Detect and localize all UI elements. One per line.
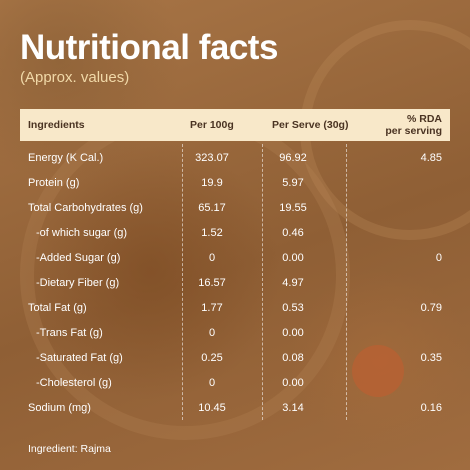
header-rda-line1: % RDA bbox=[406, 113, 442, 125]
nutrient-name: -Saturated Fat (g) bbox=[36, 352, 123, 364]
value-per-serve: 3.14 bbox=[282, 402, 304, 414]
value-per-100g: 65.17 bbox=[198, 202, 226, 214]
value-per-serve: 0.53 bbox=[282, 302, 304, 314]
value-per-serve: 5.97 bbox=[282, 177, 304, 189]
value-per-100g: 0 bbox=[208, 377, 216, 389]
table-row: Protein (g) 19.9 5.97 bbox=[0, 171, 470, 196]
table-row: Sodium (mg) 10.45 3.14 0.16 bbox=[0, 396, 470, 421]
page-title: Nutritional facts bbox=[20, 28, 278, 67]
value-per-100g: 0.25 bbox=[201, 352, 223, 364]
header-ingredients: Ingredients bbox=[28, 119, 85, 131]
header-rda: % RDA per serving bbox=[380, 113, 442, 137]
nutrient-name: Protein (g) bbox=[28, 177, 80, 189]
nutrient-name: Total Carbohydrates (g) bbox=[28, 202, 143, 214]
table-header bbox=[20, 109, 450, 141]
value-per-serve: 96.92 bbox=[279, 152, 307, 164]
value-per-100g: 323.07 bbox=[195, 152, 229, 164]
value-per-100g: 0 bbox=[208, 327, 216, 339]
header-per-serve: Per Serve (30g) bbox=[272, 119, 349, 131]
table-row: -Dietary Fiber (g) 16.57 4.97 bbox=[0, 271, 470, 296]
nutrient-name: Sodium (mg) bbox=[28, 402, 91, 414]
table-row: -Cholesterol (g) 0 0.00 bbox=[0, 371, 470, 396]
value-rda: 0 bbox=[435, 252, 442, 264]
header-rda-line2: per serving bbox=[385, 125, 442, 137]
value-rda: 0.35 bbox=[420, 352, 442, 364]
table-row: -Saturated Fat (g) 0.25 0.08 0.35 bbox=[0, 346, 470, 371]
table-row: -of which sugar (g) 1.52 0.46 bbox=[0, 221, 470, 246]
nutrient-name: -Dietary Fiber (g) bbox=[36, 277, 120, 289]
value-per-100g: 16.57 bbox=[198, 277, 226, 289]
column-divider-1 bbox=[182, 144, 183, 420]
nutrient-name: -Added Sugar (g) bbox=[36, 252, 121, 264]
value-per-100g: 1.77 bbox=[201, 302, 223, 314]
page-subtitle: (Approx. values) bbox=[20, 69, 130, 86]
value-rda: 4.85 bbox=[420, 152, 442, 164]
value-per-100g: 0 bbox=[208, 252, 216, 264]
nutrient-name: Energy (K Cal.) bbox=[28, 152, 104, 164]
value-per-serve: 0.08 bbox=[282, 352, 304, 364]
nutrient-name: -Cholesterol (g) bbox=[36, 377, 112, 389]
value-per-serve: 4.97 bbox=[282, 277, 304, 289]
table-row: -Trans Fat (g) 0 0.00 bbox=[0, 321, 470, 346]
value-per-100g: 1.52 bbox=[201, 227, 223, 239]
value-per-serve: 0.00 bbox=[282, 327, 304, 339]
header-per-100g: Per 100g bbox=[190, 119, 234, 131]
value-per-serve: 0.00 bbox=[282, 377, 304, 389]
ingredient-footer: Ingredient: Rajma bbox=[28, 443, 111, 455]
background-tomato-decoration bbox=[352, 345, 404, 397]
value-per-serve: 0.46 bbox=[282, 227, 304, 239]
column-divider-2 bbox=[262, 144, 263, 420]
table-row: -Added Sugar (g) 0 0.00 0 bbox=[0, 246, 470, 271]
value-per-serve: 0.00 bbox=[282, 252, 304, 264]
table-row: Total Carbohydrates (g) 65.17 19.55 bbox=[0, 196, 470, 221]
nutrient-name: -of which sugar (g) bbox=[36, 227, 128, 239]
nutrient-name: Total Fat (g) bbox=[28, 302, 87, 314]
table-row: Energy (K Cal.) 323.07 96.92 4.85 bbox=[0, 146, 470, 171]
table-row: Total Fat (g) 1.77 0.53 0.79 bbox=[0, 296, 470, 321]
column-divider-3 bbox=[346, 144, 347, 420]
nutrient-name: -Trans Fat (g) bbox=[36, 327, 103, 339]
value-per-serve: 19.55 bbox=[279, 202, 307, 214]
value-rda: 0.16 bbox=[420, 402, 442, 414]
value-rda: 0.79 bbox=[420, 302, 442, 314]
value-per-100g: 10.45 bbox=[198, 402, 226, 414]
value-per-100g: 19.9 bbox=[201, 177, 223, 189]
